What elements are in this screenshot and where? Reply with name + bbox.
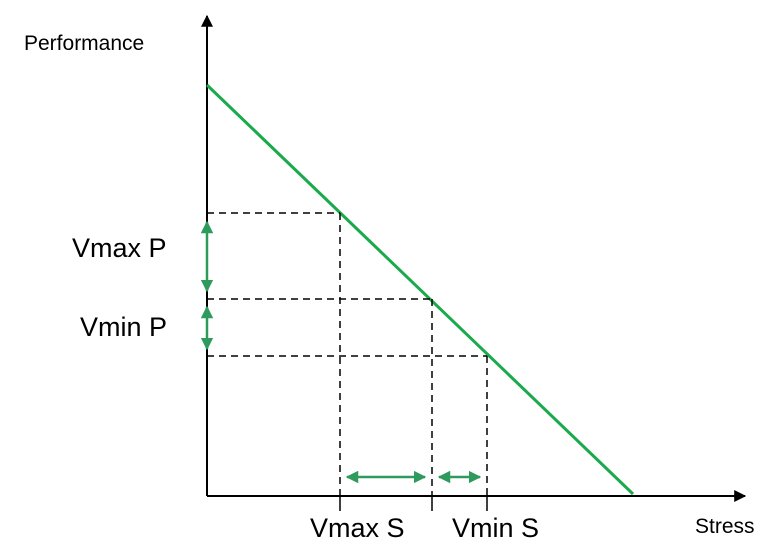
- vmax-s-label: Vmax S: [310, 513, 405, 541]
- y-axis-label: Performance: [24, 32, 144, 55]
- vmin-p-label: Vmin P: [80, 312, 167, 342]
- x-axis-label: Stress: [695, 515, 755, 538]
- vmin-s-label: Vmin S: [452, 513, 539, 541]
- vmax-p-label: Vmax P: [72, 233, 167, 263]
- x-ticks: [339, 496, 488, 511]
- performance-line: [205, 83, 635, 496]
- guide-lines: [207, 212, 488, 496]
